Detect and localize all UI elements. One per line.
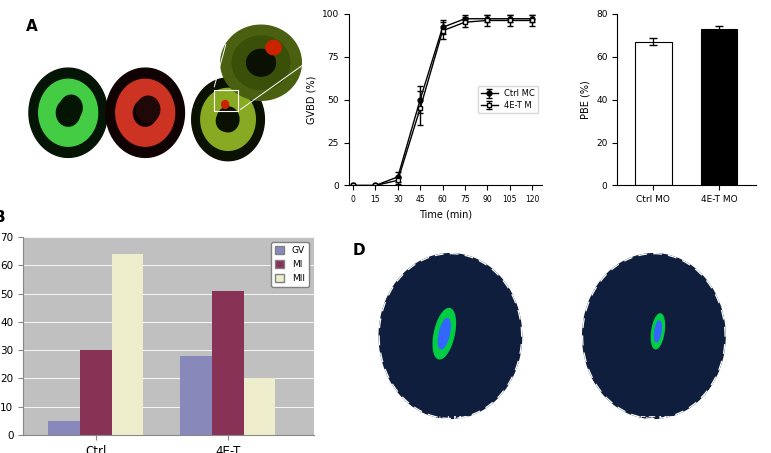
Polygon shape — [194, 82, 261, 157]
Text: 4E-T: 4E-T — [57, 22, 79, 32]
Polygon shape — [136, 96, 160, 123]
Text: eIF4E: eIF4E — [131, 22, 160, 32]
Polygon shape — [56, 99, 80, 126]
Polygon shape — [133, 99, 157, 126]
Y-axis label: GVBD (%): GVBD (%) — [306, 75, 316, 124]
Bar — [244, 378, 275, 435]
Polygon shape — [123, 88, 167, 137]
Text: A: A — [26, 19, 38, 34]
Polygon shape — [433, 308, 456, 359]
Legend: GV, MI, MII: GV, MI, MII — [271, 242, 309, 287]
Polygon shape — [106, 68, 184, 157]
Polygon shape — [109, 72, 181, 154]
Polygon shape — [29, 68, 107, 157]
Polygon shape — [583, 254, 725, 419]
Y-axis label: PBE (%): PBE (%) — [581, 80, 591, 119]
Text: D: D — [573, 0, 585, 3]
X-axis label: Time (min): Time (min) — [419, 210, 472, 220]
Polygon shape — [651, 314, 665, 349]
Bar — [80, 350, 112, 435]
Text: B: B — [0, 210, 5, 225]
Bar — [49, 421, 80, 435]
Bar — [701, 29, 737, 185]
Polygon shape — [655, 321, 662, 342]
Bar — [214, 90, 238, 111]
Polygon shape — [192, 78, 264, 161]
Bar — [180, 356, 212, 435]
Legend: Ctrl MC, 4E-T M: Ctrl MC, 4E-T M — [477, 86, 538, 113]
Text: C: C — [310, 0, 321, 3]
Polygon shape — [439, 318, 450, 349]
Bar — [112, 254, 143, 435]
Polygon shape — [379, 254, 522, 419]
Bar — [212, 291, 244, 435]
Polygon shape — [46, 88, 89, 137]
Text: D: D — [352, 243, 365, 258]
Polygon shape — [200, 88, 255, 150]
Polygon shape — [208, 96, 248, 142]
Polygon shape — [116, 79, 175, 146]
Text: Ctrl MO: Ctrl MO — [431, 416, 470, 426]
Text: 4E-T MO: 4E-T MO — [632, 416, 675, 426]
Polygon shape — [32, 72, 104, 154]
Polygon shape — [60, 95, 82, 120]
Bar — [635, 42, 672, 185]
Polygon shape — [217, 111, 234, 131]
Polygon shape — [217, 107, 239, 132]
Polygon shape — [221, 101, 229, 108]
Polygon shape — [39, 79, 98, 146]
